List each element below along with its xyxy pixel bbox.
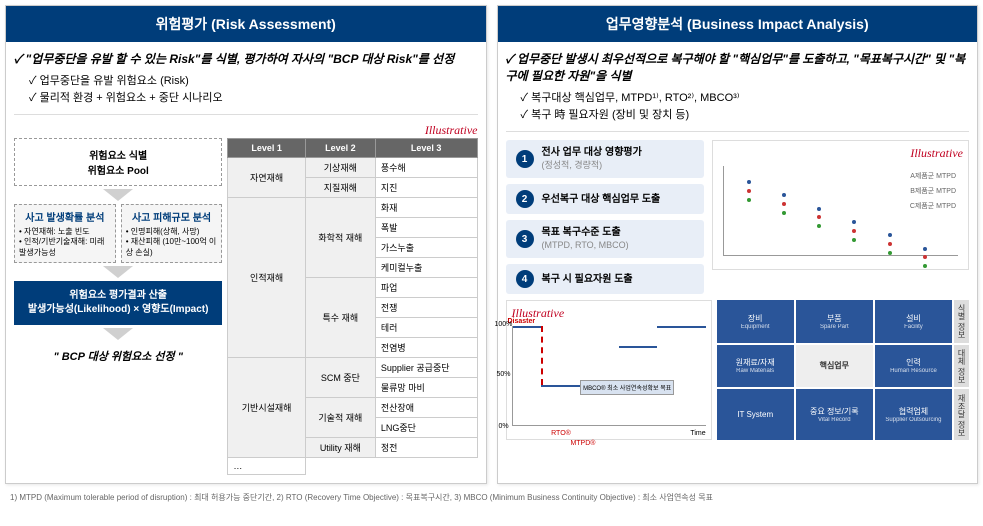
- left-desc-sub1: 업무중단을 유발 위험요소 (Risk): [29, 73, 478, 90]
- step-box: 4복구 시 필요자원 도출: [506, 264, 704, 294]
- risk-table: Level 1 Level 2 Level 3 자연재해기상재해풍수해지질재해지…: [227, 138, 477, 475]
- grid-cell: 원재료/자재Raw Materials: [717, 345, 794, 388]
- right-desc-main: 업무중단 발생시 최우선적으로 복구해야 할 "핵심업무"를 도출하고, "목표…: [506, 50, 970, 84]
- recovery-chart: Illustrative Disaster MBCO® 최소 사업연속성확보 목…: [506, 300, 712, 440]
- arrow-icon: [103, 189, 133, 201]
- left-flow: 위험요소 식별 위험요소 Pool 사고 발생확률 분석 자연재해: 노출 빈도…: [14, 138, 222, 475]
- step-box: 1전사 업무 대상 영향평가(정성적, 경량적): [506, 140, 704, 178]
- analysis-prob: 사고 발생확률 분석 자연재해: 노출 빈도 인적/기반기술재해: 미래 발생가…: [14, 204, 116, 263]
- grid-cell: IT System: [717, 389, 794, 440]
- grid-cell: 재조달 정보: [954, 389, 969, 440]
- risk-assessment-panel: 위험평가 (Risk Assessment) "업무중단을 유발 할 수 있는 …: [5, 5, 487, 484]
- grid-cell: 부품Spare Part: [796, 300, 873, 343]
- right-desc-sub2: 복구 時 필요자원 (장비 및 장치 등): [521, 107, 970, 124]
- footnote: 1) MTPD (Maximum tolerable period of dis…: [0, 489, 983, 506]
- left-desc-main: "업무중단을 유발 할 수 있는 Risk"를 식별, 평가하여 자사의 "BC…: [14, 50, 478, 67]
- pool-box: 위험요소 식별 위험요소 Pool: [14, 138, 222, 186]
- grid-cell: 중요 정보/기록Vital Record: [796, 389, 873, 440]
- step-box: 3목표 복구수준 도출(MTPD, RTO, MBCO): [506, 220, 704, 258]
- grid-cell: 협력업체Supplier Outsourcing: [875, 389, 952, 440]
- right-desc: 업무중단 발생시 최우선적으로 복구해야 할 "핵심업무"를 도출하고, "목표…: [506, 50, 970, 132]
- arrow-icon: [103, 328, 133, 340]
- right-desc-sub1: 복구대상 핵심업무, MTPD¹⁾, RTO²⁾, MBCO³⁾: [521, 90, 970, 107]
- left-desc-sub2: 물리적 환경 + 위험요소 + 중단 시나리오: [29, 90, 478, 107]
- grid-cell: 핵심업무: [796, 345, 873, 388]
- grid-cell: 식별 정보: [954, 300, 969, 343]
- illustrative-label: Illustrative: [14, 123, 478, 138]
- grid-cell: 설비Facility: [875, 300, 952, 343]
- analysis-scale: 사고 피해규모 분석 인명피해(상해, 사망) 재산피해 (10만~100억 이…: [121, 204, 223, 263]
- left-title: 위험평가 (Risk Assessment): [6, 6, 486, 42]
- steps-col: 1전사 업무 대상 영향평가(정성적, 경량적) 2우선복구 대상 핵심업무 도출…: [506, 140, 704, 300]
- result-box: 위험요소 평가결과 산출 발생가능성(Likelihood) × 영향도(Imp…: [14, 281, 222, 325]
- step-box: 2우선복구 대상 핵심업무 도출: [506, 184, 704, 214]
- mtpd-chart: Illustrative A제품군 MTPDB제품군 MTPDC제품군 MTPD: [712, 140, 969, 270]
- right-title: 업무영향분석 (Business Impact Analysis): [498, 6, 978, 42]
- bcp-text: " BCP 대상 위험요소 선정 ": [14, 348, 222, 364]
- arrow-icon: [103, 266, 133, 278]
- left-desc: "업무중단을 유발 할 수 있는 Risk"를 식별, 평가하여 자사의 "BC…: [14, 50, 478, 115]
- bia-panel: 업무영향분석 (Business Impact Analysis) 업무중단 발…: [497, 5, 979, 484]
- grid-cell: 대체 정보: [954, 345, 969, 388]
- resource-grid: 장비Equipment부품Spare Part설비Facility식별 정보원재…: [717, 300, 969, 440]
- grid-cell: 장비Equipment: [717, 300, 794, 343]
- grid-cell: 인력Human Resource: [875, 345, 952, 388]
